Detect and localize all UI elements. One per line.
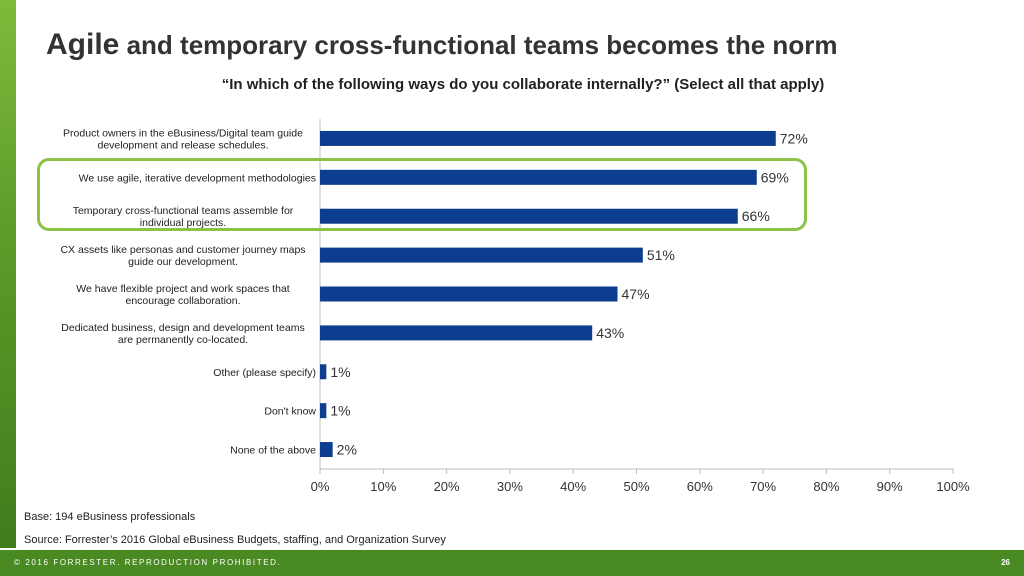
bar (320, 208, 738, 224)
bar (320, 130, 776, 146)
bar (320, 364, 327, 380)
survey-question: “In which of the following ways do you c… (221, 76, 825, 93)
bar (320, 169, 757, 185)
data-label: 66% (742, 208, 770, 224)
page-number: 26 (1001, 558, 1010, 567)
category-label-line: guide our development. (128, 256, 238, 268)
x-tick-label: 90% (877, 479, 903, 494)
data-label: 47% (622, 286, 650, 302)
data-label: 2% (337, 442, 357, 458)
data-label: 43% (596, 325, 624, 341)
category-label-line: None of the above (230, 445, 316, 457)
category-label-line: We have flexible project and work spaces… (76, 283, 290, 295)
x-tick-label: 100% (936, 479, 970, 494)
category-label: Don't know (264, 406, 316, 418)
base-note: Base: 194 eBusiness professionals (24, 511, 196, 523)
footer-bar: © 2016 FORRESTER. REPRODUCTION PROHIBITE… (0, 550, 1024, 576)
category-label-line: individual projects. (140, 217, 226, 229)
category-label: Product owners in the eBusiness/Digital … (63, 127, 303, 151)
x-tick-label: 20% (434, 479, 460, 494)
bar (320, 325, 593, 341)
category-label-line: We use agile, iterative development meth… (79, 172, 316, 184)
x-tick-label: 70% (750, 479, 776, 494)
bar (320, 403, 327, 419)
category-label: None of the above (230, 445, 316, 457)
x-tick-label: 10% (370, 479, 396, 494)
title-rest: and temporary cross-functional teams bec… (119, 30, 838, 60)
category-label-line: encourage collaboration. (126, 295, 241, 307)
left-accent-bar (0, 0, 16, 548)
copyright-text: © 2016 FORRESTER. REPRODUCTION PROHIBITE… (14, 558, 282, 567)
data-label: 1% (330, 403, 350, 419)
source-note: Source: Forrester’s 2016 Global eBusines… (24, 534, 446, 546)
category-label-line: development and release schedules. (97, 139, 268, 151)
x-tick-label: 0% (311, 479, 330, 494)
category-label-line: CX assets like personas and customer jou… (60, 244, 305, 256)
category-label: Dedicated business, design and developme… (61, 322, 304, 346)
bar (320, 286, 618, 302)
category-label: We use agile, iterative development meth… (79, 172, 316, 184)
category-label-line: Product owners in the eBusiness/Digital … (63, 127, 303, 139)
data-label: 51% (647, 247, 675, 263)
x-tick-label: 50% (623, 479, 649, 494)
category-label: Other (please specify) (213, 367, 316, 379)
bar-chart: 0% 10% 20% 30% 40% 50% 60% 70% 80% 90% 100% 72% Prod… (60, 119, 970, 494)
x-tick-label: 80% (813, 479, 839, 494)
category-label-line: Dedicated business, design and developme… (61, 322, 304, 334)
data-label: 69% (761, 169, 789, 185)
category-label-line: Other (please specify) (213, 367, 316, 379)
category-label: We have flexible project and work spaces… (76, 283, 290, 307)
data-label: 1% (330, 364, 350, 380)
x-tick-label: 60% (687, 479, 713, 494)
slide-title: Agile and temporary cross-functional tea… (46, 28, 837, 62)
bar (320, 442, 333, 458)
data-label: 72% (780, 130, 808, 146)
category-label-line: are permanently co-located. (118, 334, 248, 346)
x-tick-label: 40% (560, 479, 586, 494)
category-label: Temporary cross-functional teams assembl… (73, 205, 294, 229)
category-label: CX assets like personas and customer jou… (60, 244, 305, 268)
highlight-box (37, 158, 807, 231)
category-label-line: Don't know (264, 406, 316, 418)
bar (320, 247, 643, 263)
title-lead: Agile (46, 28, 120, 61)
category-label-line: Temporary cross-functional teams assembl… (73, 205, 294, 217)
x-tick-label: 30% (497, 479, 523, 494)
